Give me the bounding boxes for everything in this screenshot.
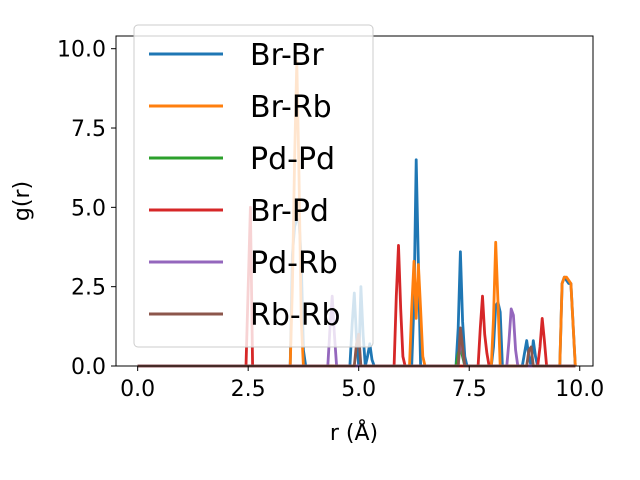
x-tick-label: 2.5	[231, 377, 266, 402]
x-axis-label: r (Å)	[330, 419, 378, 446]
legend-label-rb-rb: Rb-Rb	[250, 298, 341, 333]
legend-label-br-rb: Br-Rb	[250, 90, 332, 125]
y-tick-label: 7.5	[71, 117, 106, 142]
x-tick-label: 10.0	[555, 377, 604, 402]
legend: Br-Br Br-Rb Pd-Pd Br-Pd Pd-Rb Rb-Rb	[133, 24, 374, 348]
legend-label-pd-pd: Pd-Pd	[250, 142, 335, 177]
y-tick-label: 10.0	[57, 38, 106, 63]
x-tick-label: 7.5	[452, 377, 487, 402]
y-tick-label: 0.0	[71, 355, 106, 380]
legend-label-br-br: Br-Br	[250, 38, 324, 73]
x-tick-label: 0.0	[120, 377, 155, 402]
y-axis: 0.0 2.5 5.0 7.5 10.0	[57, 38, 116, 380]
x-tick-label: 5.0	[341, 377, 376, 402]
x-axis: 0.0 2.5 5.0 7.5 10.0	[120, 366, 604, 402]
y-axis-label: g(r)	[10, 181, 35, 221]
y-tick-label: 2.5	[71, 276, 106, 301]
legend-label-pd-rb: Pd-Rb	[250, 246, 338, 281]
svg-text:r (Å): r (Å)	[330, 419, 378, 446]
y-tick-label: 5.0	[71, 196, 106, 221]
legend-label-br-pd: Br-Pd	[250, 194, 329, 229]
svg-text:g(r): g(r)	[10, 181, 35, 221]
